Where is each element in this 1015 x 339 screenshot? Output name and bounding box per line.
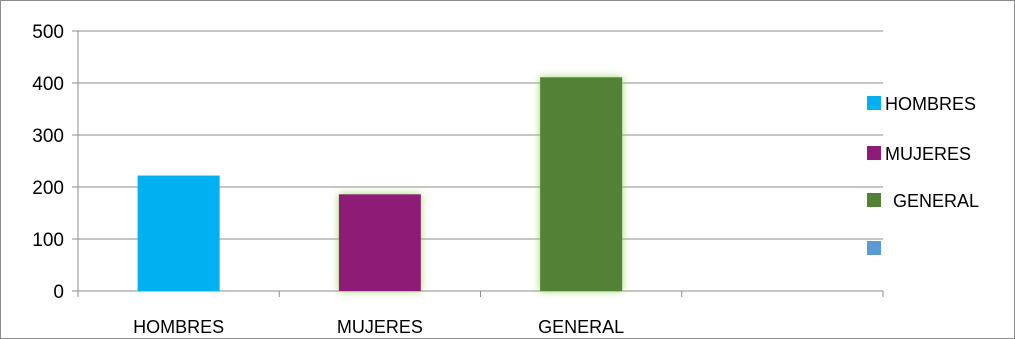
x-tick-label: MUJERES [337, 317, 423, 337]
y-tick-label: 500 [32, 22, 64, 43]
x-tick-label: HOMBRES [133, 317, 224, 337]
y-tick-label: 400 [32, 74, 64, 95]
legend-label: HOMBRES [885, 94, 976, 114]
bars [137, 77, 623, 291]
legend-swatch [867, 146, 881, 160]
legend-swatch [867, 96, 881, 110]
bar-hombres [137, 175, 220, 291]
bar-mujeres [338, 194, 421, 291]
y-tick-label: 100 [32, 230, 64, 251]
legend-label: MUJERES [885, 144, 971, 164]
legend-swatch [867, 241, 881, 255]
legend: HOMBRES MUJERES GENERAL [867, 94, 979, 255]
y-tick-label: 200 [32, 178, 64, 199]
legend-label: GENERAL [893, 191, 979, 211]
bar-general [540, 77, 623, 291]
x-tick-label: GENERAL [538, 317, 624, 337]
legend-swatch [867, 193, 881, 207]
y-tick-label: 0 [53, 282, 64, 303]
y-tick-label: 300 [32, 126, 64, 147]
axis-labels: 0 100 200 300 400 500 HOMBRES MUJERES GENERAL [32, 22, 624, 337]
